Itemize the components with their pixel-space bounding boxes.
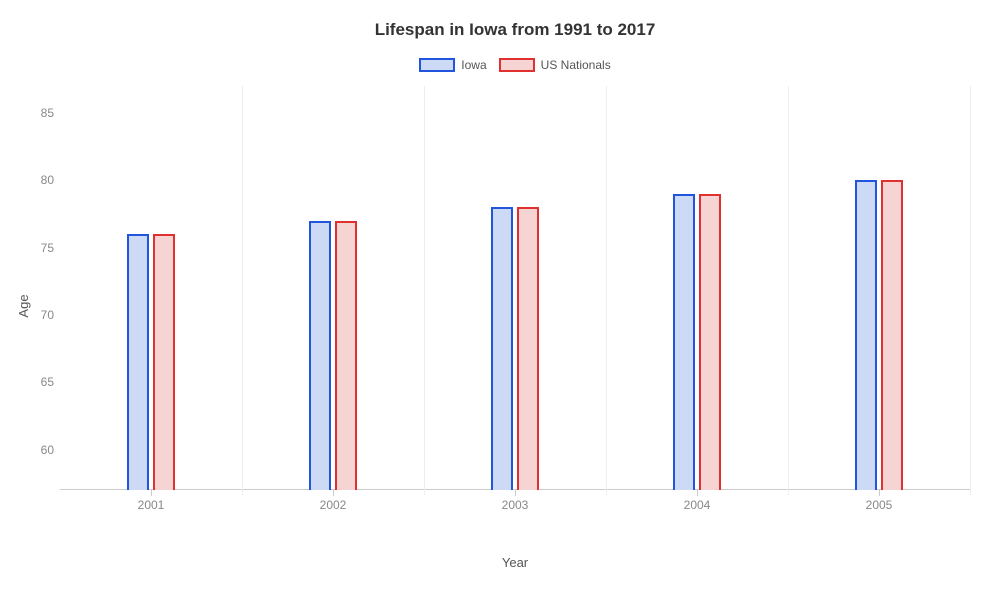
x-tick-mark (333, 490, 334, 496)
bar[interactable] (309, 221, 331, 490)
plot-area: Age 606570758085 Year 200120022003200420… (60, 86, 970, 526)
x-tick-label: 2001 (138, 498, 165, 512)
bar[interactable] (491, 207, 513, 490)
legend-label-us: US Nationals (541, 58, 611, 72)
y-tick-label: 85 (26, 106, 54, 120)
x-tick-label: 2003 (502, 498, 529, 512)
legend-swatch-us (499, 58, 535, 72)
bar[interactable] (855, 180, 877, 490)
x-tick-label: 2005 (866, 498, 893, 512)
legend: Iowa US Nationals (60, 58, 970, 72)
legend-swatch-iowa (419, 58, 455, 72)
bar[interactable] (673, 194, 695, 490)
y-tick-label: 70 (26, 308, 54, 322)
legend-item-iowa[interactable]: Iowa (419, 58, 486, 72)
x-tick-mark (515, 490, 516, 496)
gridline (242, 86, 243, 495)
gridline (606, 86, 607, 495)
bar[interactable] (517, 207, 539, 490)
bar[interactable] (699, 194, 721, 490)
bar[interactable] (153, 234, 175, 490)
bar[interactable] (335, 221, 357, 490)
x-tick-label: 2002 (320, 498, 347, 512)
chart-title: Lifespan in Iowa from 1991 to 2017 (60, 20, 970, 40)
bar[interactable] (881, 180, 903, 490)
x-tick-mark (879, 490, 880, 496)
chart-container: Lifespan in Iowa from 1991 to 2017 Iowa … (0, 0, 1000, 600)
y-tick-label: 75 (26, 241, 54, 255)
gridline (970, 86, 971, 495)
y-tick-label: 60 (26, 443, 54, 457)
x-tick-mark (151, 490, 152, 496)
bar[interactable] (127, 234, 149, 490)
y-tick-label: 65 (26, 375, 54, 389)
grid-area: 606570758085 (60, 86, 970, 490)
x-tick-mark (697, 490, 698, 496)
legend-label-iowa: Iowa (461, 58, 486, 72)
x-axis-label: Year (502, 555, 528, 570)
x-tick-label: 2004 (684, 498, 711, 512)
gridline (788, 86, 789, 495)
legend-item-us[interactable]: US Nationals (499, 58, 611, 72)
gridline (424, 86, 425, 495)
y-tick-label: 80 (26, 173, 54, 187)
